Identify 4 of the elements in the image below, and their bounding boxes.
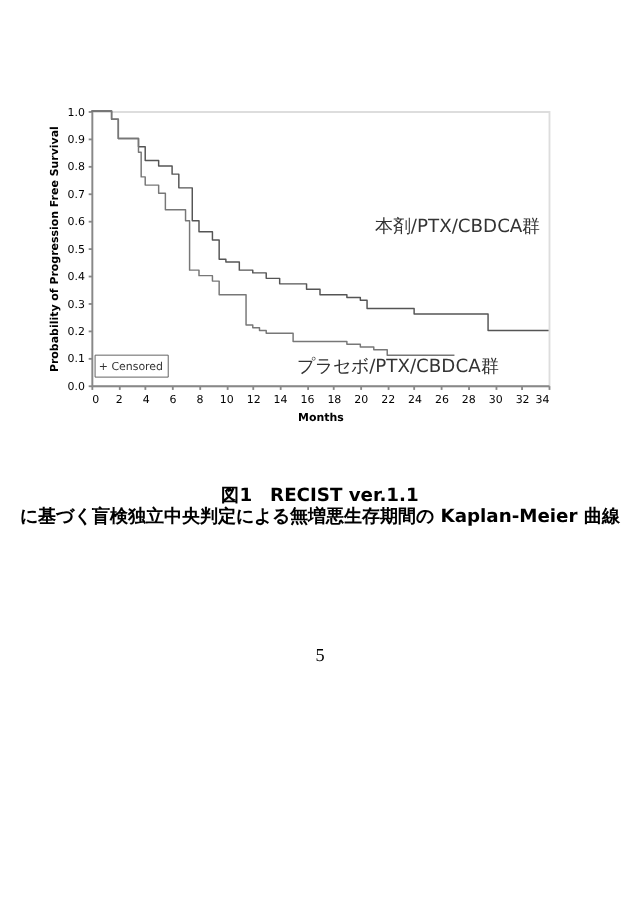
text: 5 xyxy=(315,645,326,666)
text: 図1 RECIST ver.1.1 に基づく盲検独立中央判定による無増悪生存期間の Kaplan-Meier 曲線 xyxy=(20,484,622,529)
annotation: プラセボ/PTX/CBDCA群 xyxy=(297,355,499,378)
annotation: 本剤/PTX/CBDCA群 xyxy=(374,215,541,238)
